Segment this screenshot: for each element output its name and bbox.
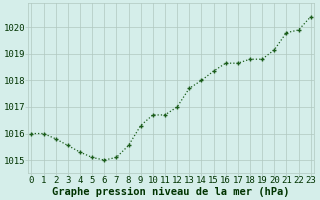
X-axis label: Graphe pression niveau de la mer (hPa): Graphe pression niveau de la mer (hPa) — [52, 186, 290, 197]
